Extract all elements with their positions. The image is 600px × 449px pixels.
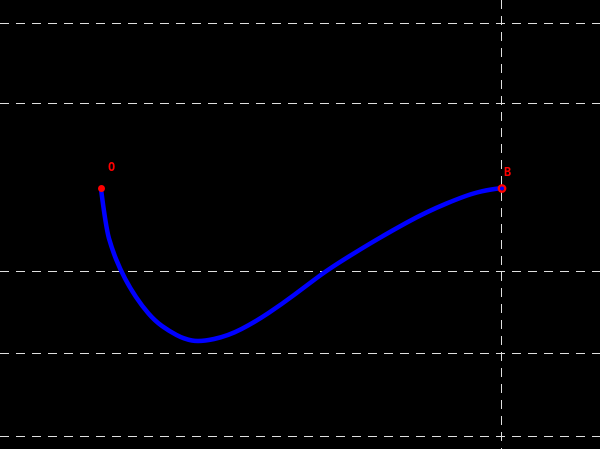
start-point-marker bbox=[98, 185, 105, 192]
trajectory-curve bbox=[98, 185, 505, 344]
end-point-marker bbox=[497, 184, 507, 193]
start-point-label: O bbox=[108, 160, 115, 174]
end-point-label: B bbox=[504, 165, 511, 179]
